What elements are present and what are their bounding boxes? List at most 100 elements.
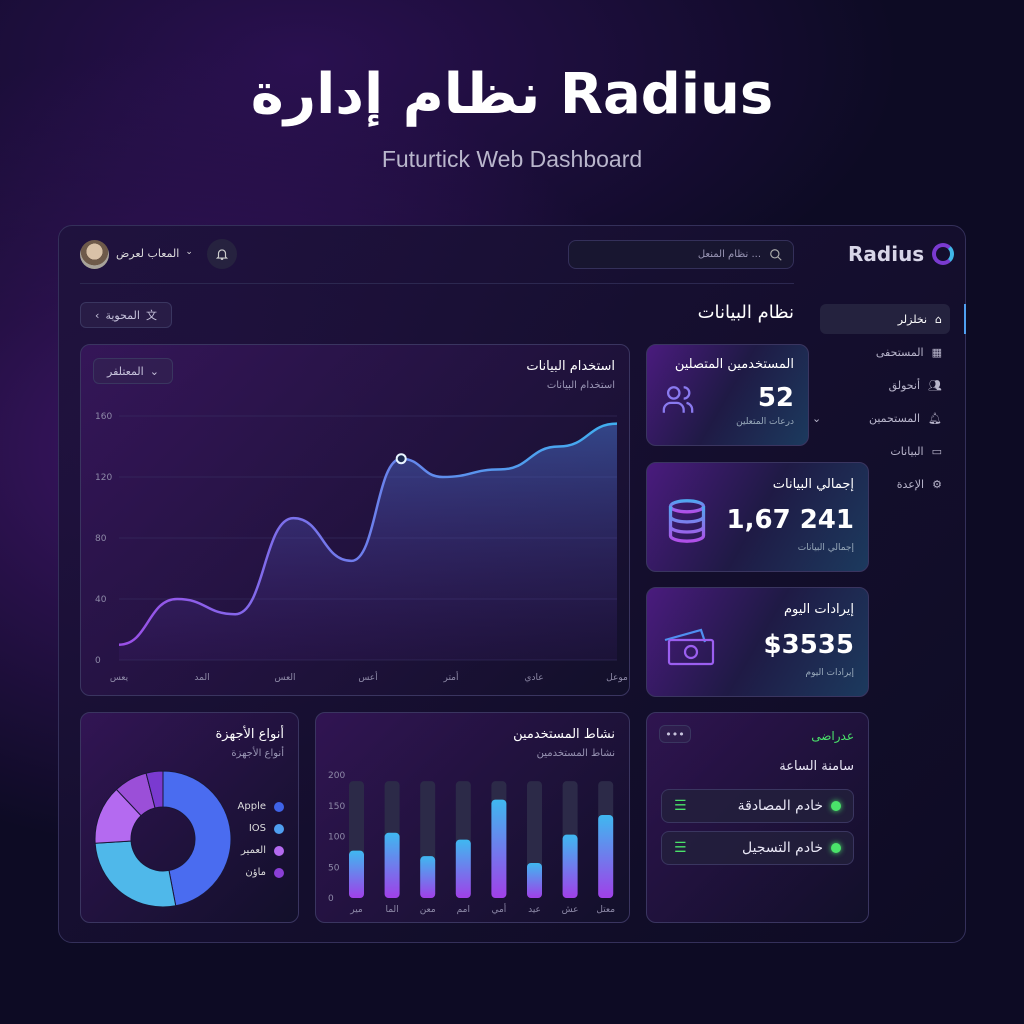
bar <box>491 799 507 898</box>
chart-subtitle: استخدام البيانات <box>546 380 615 391</box>
sidebar-item-settings[interactable]: ⚙ الإعدة <box>820 469 950 499</box>
x-tick-label: معن <box>420 905 436 915</box>
legend-swatch <box>274 823 284 834</box>
x-tick-label: العس <box>274 673 295 683</box>
server-status-card: ••• عدراضى سامنة الساعة خادم المصادقة ☰ خ… <box>646 712 869 923</box>
server-name: خادم المصادقة <box>737 798 823 814</box>
y-tick-label: 0 <box>328 894 334 904</box>
legend-swatch <box>274 801 284 812</box>
y-tick-label: 150 <box>328 802 345 812</box>
header-divider <box>80 283 794 284</box>
chart-title: أنواع الأجهزة <box>215 727 285 742</box>
legend-item: IOS <box>249 823 284 834</box>
users-icon <box>662 386 694 413</box>
stat-title: المستخدمين المتصلين <box>674 357 794 372</box>
sidebar-item-users[interactable]: 👥︎ أنحولق <box>820 370 950 400</box>
legend-label: ماؤن <box>245 867 266 878</box>
legend-label: IOS <box>248 823 266 834</box>
sidebar-item-home[interactable]: ⌂ نخلزلر <box>820 304 950 334</box>
chart-subtitle: نشاط المستخدمين <box>536 748 615 759</box>
stat-value: 52 <box>757 383 794 413</box>
sidebar-item-notifications[interactable]: 🔔︎ المستحمين ⌄ <box>812 403 950 433</box>
sidebar-item-label: المستحمين <box>868 411 921 425</box>
donut-slice <box>162 770 232 907</box>
chart-subtitle: أنواع الأجهزة <box>231 748 284 759</box>
sidebar-item-label: المستحفى <box>875 345 924 359</box>
x-tick-label: موعل <box>606 673 628 683</box>
legend-label: العمير <box>241 845 266 856</box>
legend-item: ماؤن <box>245 867 284 878</box>
highlight-point <box>395 453 407 465</box>
translate-icon: 文 <box>145 309 157 322</box>
x-tick-label: أمتر <box>442 671 458 683</box>
status-title: سامنة الساعة <box>779 759 854 774</box>
bar <box>420 856 436 898</box>
series-line <box>118 422 618 646</box>
user-activity-card: نشاط المستخدمين نشاط المستخدمين 0 50 100 15… <box>315 712 630 923</box>
donut-slice <box>94 840 177 908</box>
data-usage-card: المعتلفر ⌄ استخدام البيانات استخدام البيا… <box>80 344 630 696</box>
hero-subtitle: Futurtick Web Dashboard <box>381 146 643 172</box>
y-tick-label: 80 <box>95 534 107 544</box>
sidebar-item-data[interactable]: ▭ البيانات <box>820 436 950 466</box>
money-icon <box>664 628 715 666</box>
sidebar-scroll-indicator[interactable] <box>964 304 966 334</box>
y-tick-label: 0 <box>95 656 101 666</box>
avatar[interactable] <box>80 240 109 269</box>
sidebar: ⌂ نخلزلر ▦ المستحفى 👥︎ أنحولق 🔔︎ المستحمين ⌄ … <box>810 300 966 500</box>
legend-item: العمير <box>241 845 284 856</box>
x-tick-label: يعس <box>110 673 129 683</box>
bar <box>527 862 542 898</box>
donut-chart <box>94 770 232 908</box>
y-tick-label: 100 <box>328 833 345 843</box>
chart-title: نشاط المستخدمين <box>513 727 615 742</box>
stat-caption: إيرادات اليوم <box>805 668 855 678</box>
server-icon: ☰ <box>674 798 687 814</box>
status-dot <box>831 801 841 811</box>
user-menu[interactable]: المعاب لعرض ⌄ <box>116 247 193 260</box>
notifications-button[interactable] <box>207 239 237 269</box>
logo-icon <box>932 243 955 265</box>
chevron-down-icon: ⌄ <box>185 247 193 257</box>
bar <box>562 834 578 898</box>
stat-value: $3535 <box>763 630 854 660</box>
stat-caption: درعات المتعلين <box>736 417 794 427</box>
x-tick-label: عادي <box>524 673 543 683</box>
x-tick-label: عيد <box>528 905 541 915</box>
search-icon <box>770 248 782 261</box>
server-row[interactable]: خادم المصادقة ☰ <box>661 789 854 823</box>
brand[interactable]: Radius <box>848 242 955 266</box>
search-placeholder: نظام المنعل ... <box>697 249 761 260</box>
stat-card-online-users: المستخدمين المتصلين 52 درعات المتعلين <box>646 344 809 446</box>
user-name: المعاب لعرض <box>116 247 180 260</box>
bell-icon: 🔔︎ <box>928 411 942 425</box>
database-icon <box>668 499 706 543</box>
chart-title: استخدام البيانات <box>526 359 615 374</box>
x-tick-label: أمي <box>491 903 506 915</box>
bar <box>455 839 471 898</box>
server-row[interactable]: خادم التسجيل ☰ <box>661 831 854 865</box>
stat-title: إيرادات اليوم <box>783 602 854 617</box>
y-tick-label: 200 <box>328 771 345 781</box>
chevron-down-icon: ⌄ <box>812 411 822 425</box>
bar <box>598 814 614 898</box>
breadcrumb-button[interactable]: ‹ المحوية 文 <box>80 302 172 328</box>
breadcrumb-label: المحوية <box>105 308 140 322</box>
sidebar-item-grid[interactable]: ▦ المستحفى <box>820 337 950 367</box>
period-dropdown[interactable]: المعتلفر ⌄ <box>93 358 173 384</box>
y-tick-label: 50 <box>328 863 340 873</box>
search-input[interactable]: نظام المنعل ... <box>568 240 794 269</box>
grid-icon: ▦ <box>931 345 942 359</box>
brand-name: Radius <box>848 242 925 266</box>
page-title: نظام البيانات <box>697 302 794 323</box>
legend-swatch <box>274 845 284 856</box>
sidebar-item-label: نخلزلر <box>897 312 928 326</box>
server-icon: ☰ <box>674 840 687 856</box>
server-name: خادم التسجيل <box>741 840 823 856</box>
legend-label: Apple <box>237 801 266 812</box>
chevron-left-icon: ‹ <box>95 308 100 322</box>
status-state: عدراضى <box>811 729 854 743</box>
more-options-button[interactable]: ••• <box>659 725 691 743</box>
x-tick-label: مير <box>349 905 363 915</box>
y-tick-label: 160 <box>95 412 112 422</box>
